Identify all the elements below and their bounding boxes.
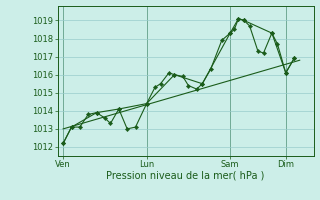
- X-axis label: Pression niveau de la mer( hPa ): Pression niveau de la mer( hPa ): [107, 171, 265, 181]
